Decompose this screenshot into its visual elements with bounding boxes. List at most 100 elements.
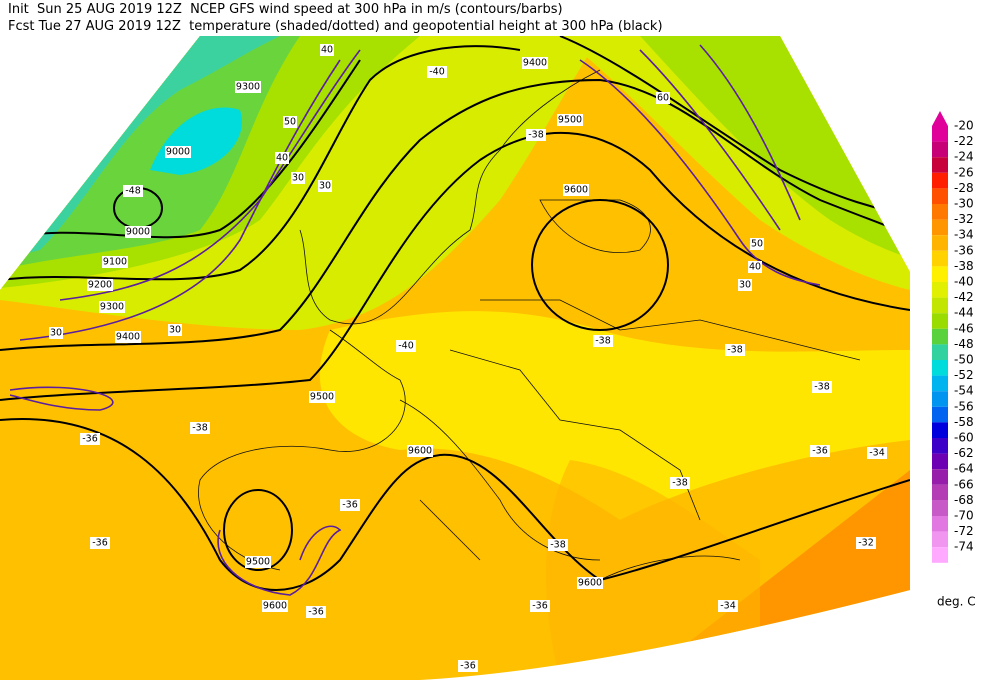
map-label-bg <box>738 279 752 291</box>
colorbar-swatch <box>932 453 948 470</box>
map-label-text: -38 <box>528 130 544 141</box>
map-label: 9600 <box>577 577 603 589</box>
map-label: -36 <box>306 606 326 618</box>
colorbar-label: -60 <box>954 431 974 445</box>
colorbar-swatch <box>932 547 948 563</box>
map-label: -34 <box>718 600 738 612</box>
map-label: 9100 <box>102 256 128 268</box>
map-label-bg <box>99 301 125 313</box>
map-label-bg <box>306 606 326 618</box>
map-label-text: 40 <box>276 153 288 164</box>
map-label-text: -36 <box>812 446 828 457</box>
map-label-bg <box>102 256 128 268</box>
colorbar-swatch <box>932 141 948 158</box>
map-label: -32 <box>856 537 876 549</box>
map-label-bg <box>309 391 335 403</box>
map-label-bg <box>291 172 305 184</box>
colorbar-swatch <box>932 360 948 376</box>
map-label: 9600 <box>262 600 288 612</box>
map-label: 9300 <box>99 301 125 313</box>
map-label-text: 9500 <box>310 392 334 403</box>
map-label-bg <box>49 327 63 339</box>
map-label: 50 <box>750 238 764 250</box>
map-label: -34 <box>867 447 887 459</box>
colorbar-swatch <box>932 344 948 360</box>
map-label-text: -38 <box>814 382 830 393</box>
colorbar-label: -50 <box>954 353 974 367</box>
map-label: 9000 <box>125 226 151 238</box>
map-label: -38 <box>526 129 546 141</box>
colorbar-label: -46 <box>954 321 974 335</box>
colorbar: -20-22-24-26-28-30-32-34-36-38-40-42-44-… <box>932 111 974 563</box>
colorbar-label: -48 <box>954 337 974 351</box>
map-label: 9500 <box>309 391 335 403</box>
map-label-text: 9100 <box>103 257 127 268</box>
map-label-bg <box>526 129 546 141</box>
map-label: 60 <box>656 92 670 104</box>
map-label-bg <box>670 477 690 489</box>
map-label: -38 <box>190 422 210 434</box>
colorbar-label: -42 <box>954 290 974 304</box>
map-label-text: 9000 <box>166 147 190 158</box>
map-label: 40 <box>748 261 762 273</box>
map-label-text: 30 <box>739 280 751 291</box>
map-label-bg <box>856 537 876 549</box>
colorbar-label: -28 <box>954 181 974 195</box>
colorbar-label: -74 <box>954 540 974 554</box>
map-label-bg <box>320 44 334 56</box>
temp-shade <box>546 460 760 680</box>
map-label-text: -36 <box>308 607 324 618</box>
map-label-bg <box>718 600 738 612</box>
map-label: -36 <box>90 537 110 549</box>
colorbar-label: -58 <box>954 415 974 429</box>
colorbar-swatch <box>932 235 948 251</box>
colorbar-arrow <box>932 111 948 126</box>
map-label-bg <box>577 577 603 589</box>
colorbar-label: -40 <box>954 275 974 289</box>
map-label-bg <box>563 184 589 196</box>
map <box>0 36 910 680</box>
map-label: 40 <box>275 152 289 164</box>
map-label-bg <box>123 185 143 197</box>
map-label: 30 <box>291 172 305 184</box>
map-label-text: -38 <box>727 345 743 356</box>
map-label: -36 <box>810 445 830 457</box>
map-labels: 9400 9500 9300 9000 9000 9100 9200 9300 9400 9500… <box>49 44 887 672</box>
map-label-text: -36 <box>460 661 476 672</box>
colorbar-label: -30 <box>954 197 974 211</box>
map-label: -40 <box>396 340 416 352</box>
map-label-bg <box>235 81 261 93</box>
map-label-bg <box>168 324 182 336</box>
map-label: 9400 <box>522 57 548 69</box>
map-label: 50 <box>283 116 297 128</box>
map-label-bg <box>557 114 583 126</box>
map-label-text: -38 <box>595 336 611 347</box>
map-label-text: 9500 <box>558 115 582 126</box>
map-label-text: -36 <box>342 500 358 511</box>
colorbar-swatch <box>932 172 948 189</box>
map-label: 40 <box>320 44 334 56</box>
colorbar-label: -24 <box>954 150 974 164</box>
map-label-text: 40 <box>749 262 761 273</box>
map-label-bg <box>656 92 670 104</box>
map-label-text: 60 <box>657 93 669 104</box>
map-label: 30 <box>168 324 182 336</box>
map-label-text: 30 <box>169 325 181 336</box>
map-label-text: 50 <box>751 239 763 250</box>
map-label-bg <box>427 66 447 78</box>
map-label: 30 <box>318 180 332 192</box>
map-label-text: -40 <box>429 67 445 78</box>
wind-contours <box>9 44 821 596</box>
map-label: 9000 <box>165 146 191 158</box>
map-label-text: 9000 <box>126 227 150 238</box>
header-line: Fcst Tue 27 AUG 2019 12Z temperature (sh… <box>8 19 663 34</box>
colorbar-label: -26 <box>954 165 974 179</box>
map-label-text: -48 <box>125 186 141 197</box>
map-label: -36 <box>80 433 100 445</box>
map-label-bg <box>396 340 416 352</box>
map-label-bg <box>275 152 289 164</box>
colorbar-label: -20 <box>954 119 974 133</box>
map-label-bg <box>283 116 297 128</box>
map-label-text: 9300 <box>236 82 260 93</box>
